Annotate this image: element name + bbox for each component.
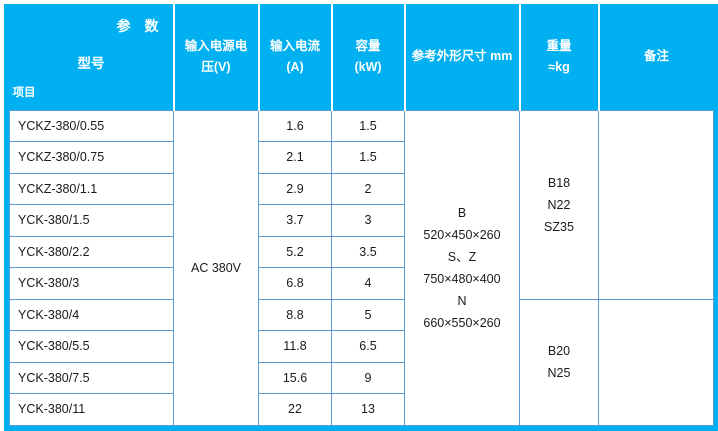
table-row: YCK-380/7.5 15.6 9 <box>9 361 714 394</box>
header-remarks: 备注 <box>643 49 669 64</box>
table-row: YCK-380/2.2 5.2 3.5 <box>9 235 714 268</box>
table-row: YCK-380/4 8.8 5 B20 N25 <box>9 298 714 426</box>
header-weight: 重量 ≈kg <box>519 4 600 110</box>
header-dimensions: 参考外形尺寸 mm <box>404 4 521 110</box>
model-cell: YCKZ-380/1.1 <box>9 172 174 205</box>
header-voltage: 输入电源电 压(V) <box>173 4 260 110</box>
current-cell: 3.7 <box>258 204 332 237</box>
model-cell: YCK-380/1.5 <box>9 204 174 237</box>
capacity-cell: 5 <box>331 298 405 331</box>
capacity-cell: 6.5 <box>331 330 405 363</box>
current-cell: 15.6 <box>258 361 332 394</box>
table-row: YCKZ-380/0.75 2.1 1.5 <box>9 141 714 174</box>
header-capacity: 容量 (kW) <box>331 4 406 110</box>
remarks-group1-cell <box>598 109 714 300</box>
current-cell: 8.8 <box>258 298 332 331</box>
current-cell: 22 <box>258 393 332 426</box>
remarks-group2-cell <box>598 298 714 426</box>
dimensions-merged-cell: B 520×450×260 S、Z 750×480×400 N 660×550×… <box>404 109 520 426</box>
model-cell: YCK-380/11 <box>9 393 174 426</box>
model-cell: YCK-380/5.5 <box>9 330 174 363</box>
capacity-cell: 3 <box>331 204 405 237</box>
table-row: YCKZ-380/0.55 AC 380V 1.6 1.5 B 520×450×… <box>9 109 714 426</box>
model-cell: YCK-380/4 <box>9 298 174 331</box>
header-current: 输入电流 (A) <box>258 4 333 110</box>
table-row: YCK-380/11 22 13 <box>9 393 714 426</box>
spec-table: 参 数 型号 项目 输入电源电 压(V) 输入电流 (A) 容量 (kW) 参考… <box>9 4 714 426</box>
capacity-cell: 13 <box>331 393 405 426</box>
capacity-cell: 4 <box>331 267 405 300</box>
header-corner-cell: 参 数 型号 项目 <box>9 4 175 110</box>
weight-group2-cell: B20 N25 <box>519 298 599 426</box>
header-item-label: 项目 <box>12 86 36 99</box>
model-cell: YCK-380/2.2 <box>9 235 174 268</box>
capacity-cell: 3.5 <box>331 235 405 268</box>
spec-table-frame: 参 数 型号 项目 输入电源电 压(V) 输入电流 (A) 容量 (kW) 参考… <box>4 4 718 431</box>
table-row: YCK-380/5.5 11.8 6.5 <box>9 330 714 363</box>
current-cell: 5.2 <box>258 235 332 268</box>
model-cell: YCK-380/3 <box>9 267 174 300</box>
table-row: YCKZ-380/1.1 2.9 2 <box>9 172 714 205</box>
current-cell: 2.9 <box>258 172 332 205</box>
current-cell: 11.8 <box>258 330 332 363</box>
current-cell: 1.6 <box>258 109 332 142</box>
header-row: 参 数 型号 项目 输入电源电 压(V) 输入电流 (A) 容量 (kW) 参考… <box>9 4 714 110</box>
capacity-cell: 1.5 <box>331 141 405 174</box>
header-param-label: 参 数 <box>116 18 159 34</box>
voltage-merged-cell: AC 380V <box>173 109 259 426</box>
capacity-cell: 9 <box>331 361 405 394</box>
capacity-cell: 1.5 <box>331 109 405 142</box>
current-cell: 2.1 <box>258 141 332 174</box>
current-cell: 6.8 <box>258 267 332 300</box>
model-cell: YCKZ-380/0.75 <box>9 141 174 174</box>
model-cell: YCK-380/7.5 <box>9 361 174 394</box>
weight-group1-cell: B18 N22 SZ35 <box>519 109 599 300</box>
model-cell: YCKZ-380/0.55 <box>9 109 174 142</box>
header-model-label: 型号 <box>77 56 105 71</box>
capacity-cell: 2 <box>331 172 405 205</box>
table-row: YCK-380/3 6.8 4 <box>9 267 714 300</box>
